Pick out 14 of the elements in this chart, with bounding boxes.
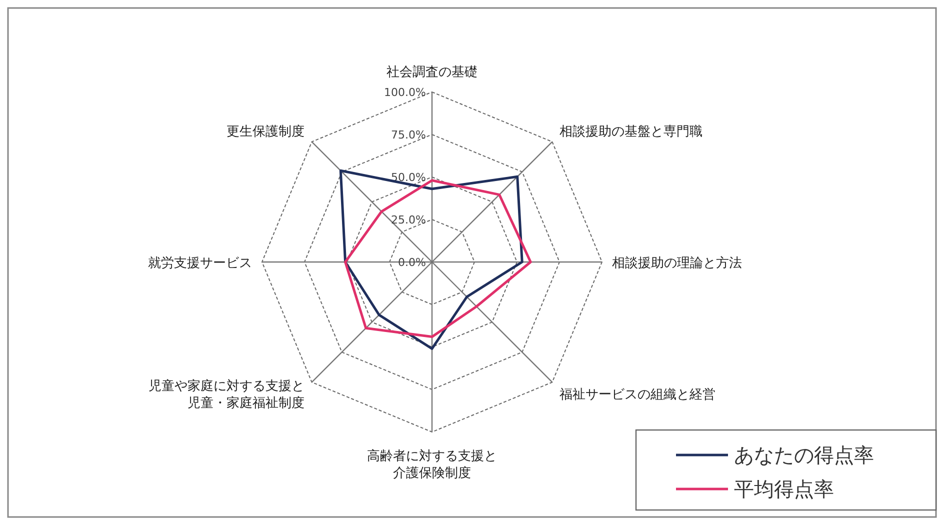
spoke-label: 相談援助の基盤と専門職 xyxy=(559,124,702,140)
spoke-label: 相談援助の理論と方法 xyxy=(612,255,742,271)
y-tick-label: 75.0% xyxy=(391,128,426,142)
spoke-label: 高齢者に対する支援と介護保険制度 xyxy=(367,448,497,481)
spoke-label: 児童や家庭に対する支援と児童・家庭福祉制度 xyxy=(148,378,305,411)
y-tick-label: 25.0% xyxy=(391,214,426,226)
spoke-label: 更生保護制度 xyxy=(226,124,305,140)
y-tick-label: 100.0% xyxy=(384,86,426,99)
spoke-label: 社会調査の基礎 xyxy=(386,65,478,80)
spoke-label: 福祉サービスの組織と経営 xyxy=(559,387,716,402)
spoke-label: 就労支援サービス xyxy=(148,256,252,271)
legend-label: あなたの得点率 xyxy=(734,443,874,467)
y-tick-label: 50.0% xyxy=(391,171,426,184)
legend-label: 平均得点率 xyxy=(734,477,834,501)
